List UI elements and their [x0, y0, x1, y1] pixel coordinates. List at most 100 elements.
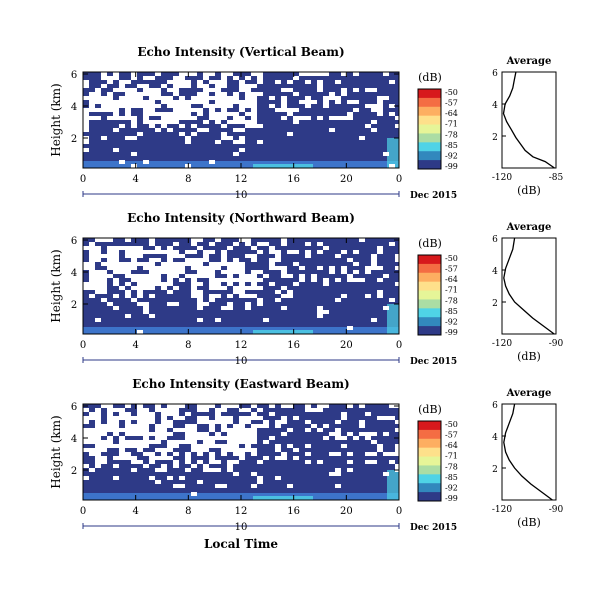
missing-cell — [209, 72, 215, 76]
missing-cell — [287, 294, 293, 298]
missing-cell — [185, 432, 191, 436]
missing-cell — [281, 270, 287, 274]
missing-cell — [269, 96, 275, 100]
colorbar-segment — [418, 326, 441, 336]
x-tick-label: 8 — [185, 174, 191, 185]
missing-cell — [203, 128, 209, 132]
missing-cell — [125, 424, 131, 428]
missing-cell — [95, 286, 101, 290]
missing-cell — [311, 424, 317, 428]
missing-cell — [245, 104, 251, 108]
average-x-label: (dB) — [517, 350, 541, 363]
missing-cell — [281, 100, 287, 104]
missing-cell — [239, 432, 245, 436]
missing-cell — [251, 112, 257, 116]
missing-cell — [149, 282, 155, 286]
missing-cell — [83, 416, 89, 420]
colorbar-tick-label: -57 — [445, 431, 458, 440]
missing-cell — [197, 298, 203, 302]
missing-cell — [293, 456, 299, 460]
colorbar-tick-label: -57 — [445, 99, 458, 108]
colorbar-tick-label: -99 — [445, 162, 458, 171]
missing-cell — [281, 242, 287, 246]
missing-cell — [341, 270, 347, 274]
missing-cell — [293, 416, 299, 420]
missing-cell — [197, 452, 203, 456]
x-tick-label: 20 — [340, 506, 353, 517]
missing-cell — [83, 440, 89, 444]
missing-cell — [275, 476, 281, 480]
missing-cell — [95, 108, 101, 112]
average-y-tick-label: 6 — [492, 69, 498, 79]
missing-cell — [83, 108, 89, 112]
missing-cell — [101, 270, 107, 274]
missing-cell — [215, 286, 221, 290]
missing-cell — [317, 310, 323, 314]
missing-cell — [95, 416, 101, 420]
missing-cell — [317, 80, 323, 84]
missing-cell — [125, 274, 131, 278]
missing-cell — [389, 404, 395, 408]
missing-cell — [173, 76, 179, 80]
missing-cell — [155, 480, 161, 484]
missing-cell — [341, 92, 347, 96]
missing-cell — [365, 104, 371, 108]
missing-cell — [251, 92, 257, 96]
missing-cell — [149, 274, 155, 278]
missing-cell — [305, 80, 311, 84]
missing-cell — [197, 246, 203, 250]
missing-cell — [173, 274, 179, 278]
missing-cell — [161, 428, 167, 432]
missing-cell — [95, 96, 101, 100]
missing-cell — [131, 96, 137, 100]
y-axis-label: Height (km) — [49, 249, 63, 322]
missing-cell — [173, 242, 179, 246]
missing-cell — [167, 128, 173, 132]
missing-cell — [221, 136, 227, 140]
missing-cell — [89, 270, 95, 274]
missing-cell — [185, 274, 191, 278]
missing-cell — [161, 282, 167, 286]
missing-cell — [245, 96, 251, 100]
missing-cell — [191, 440, 197, 444]
x-tick-label: 16 — [287, 506, 300, 517]
missing-cell — [239, 120, 245, 124]
missing-cell — [347, 278, 353, 282]
colorbar-tick-label: -64 — [445, 441, 458, 450]
missing-cell — [341, 72, 347, 76]
missing-cell — [173, 428, 179, 432]
missing-cell — [131, 104, 137, 108]
missing-cell — [179, 428, 185, 432]
missing-cell — [323, 278, 329, 282]
missing-cell — [245, 294, 251, 298]
date-label: Dec 2015 — [410, 191, 457, 201]
missing-cell — [119, 96, 125, 100]
missing-cell — [95, 440, 101, 444]
missing-cell — [221, 420, 227, 424]
missing-cell — [335, 428, 341, 432]
missing-cell — [155, 456, 161, 460]
missing-cell — [305, 428, 311, 432]
missing-cell — [143, 84, 149, 88]
average-title: Average — [506, 388, 552, 399]
missing-cell — [125, 246, 131, 250]
colorbar-segment — [418, 115, 441, 126]
missing-cell — [395, 254, 401, 258]
missing-cell — [377, 96, 383, 100]
bright-echo-patch — [253, 164, 313, 168]
missing-cell — [83, 112, 89, 116]
missing-cell — [245, 436, 251, 440]
missing-cell — [239, 424, 245, 428]
missing-cell — [341, 412, 347, 416]
missing-cell — [89, 282, 95, 286]
missing-cell — [125, 238, 131, 242]
missing-cell — [179, 72, 185, 76]
missing-cell — [203, 96, 209, 100]
missing-cell — [131, 286, 137, 290]
missing-cell — [377, 448, 383, 452]
missing-cell — [155, 96, 161, 100]
missing-cell — [155, 120, 161, 124]
panel-title: Echo Intensity (Northward Beam) — [127, 211, 355, 225]
missing-cell — [347, 432, 353, 436]
missing-cell — [281, 294, 287, 298]
